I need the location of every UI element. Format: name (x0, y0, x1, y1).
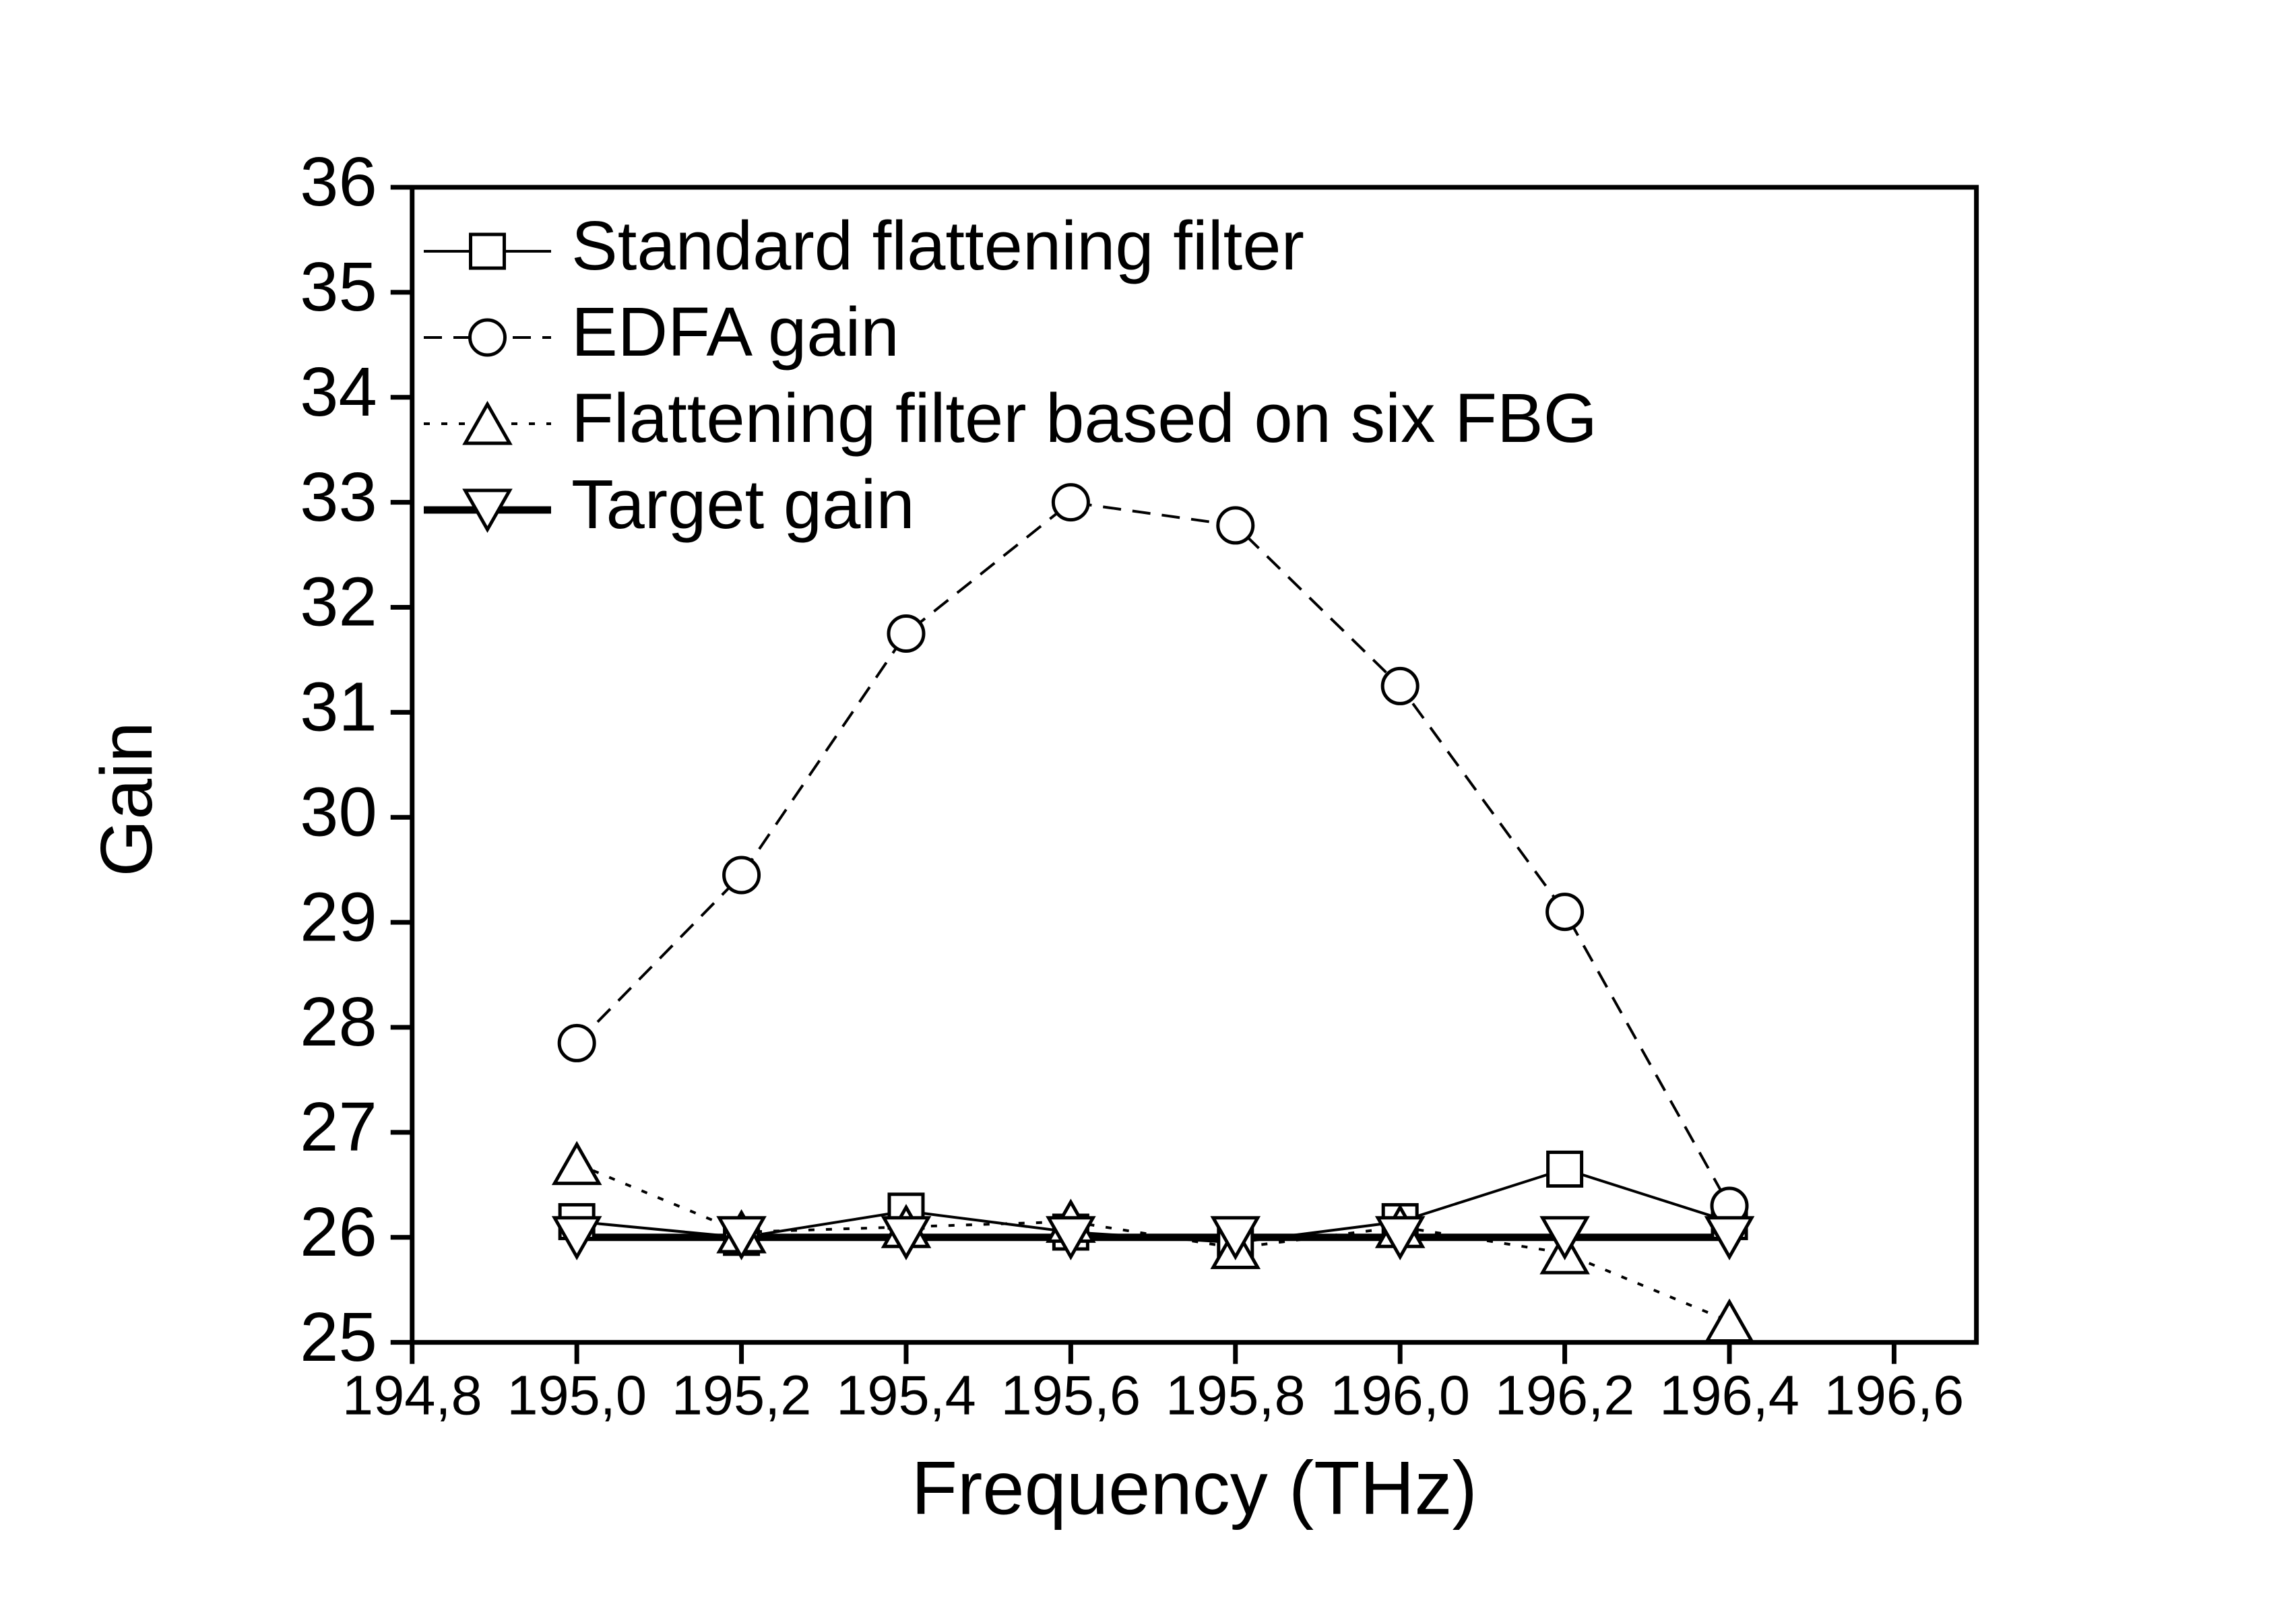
svg-text:34: 34 (300, 353, 377, 430)
svg-text:31: 31 (300, 668, 377, 746)
svg-text:33: 33 (300, 458, 377, 536)
svg-text:195,6: 195,6 (1001, 1364, 1141, 1427)
svg-text:195,4: 195,4 (836, 1364, 976, 1427)
svg-text:EDFA gain: EDFA gain (571, 293, 899, 371)
svg-text:36: 36 (300, 143, 377, 220)
svg-text:26: 26 (300, 1193, 377, 1271)
svg-text:Flattening filter based on six: Flattening filter based on six FBG (571, 379, 1597, 457)
svg-text:Frequency (THz): Frequency (THz) (912, 1446, 1477, 1531)
svg-text:Target gain: Target gain (571, 465, 915, 543)
svg-text:Standard flattening filter: Standard flattening filter (571, 207, 1304, 284)
svg-text:196,6: 196,6 (1824, 1364, 1965, 1427)
svg-text:35: 35 (300, 248, 377, 325)
svg-text:196,0: 196,0 (1330, 1364, 1470, 1427)
svg-text:195,2: 195,2 (672, 1364, 812, 1427)
svg-text:27: 27 (300, 1088, 377, 1165)
svg-text:194,8: 194,8 (342, 1364, 482, 1427)
svg-text:196,4: 196,4 (1659, 1364, 1799, 1427)
svg-text:195,0: 195,0 (507, 1364, 647, 1427)
svg-text:28: 28 (300, 983, 377, 1060)
svg-text:196,2: 196,2 (1495, 1364, 1635, 1427)
svg-text:32: 32 (300, 563, 377, 641)
svg-text:Gain: Gain (86, 721, 168, 876)
svg-text:195,8: 195,8 (1166, 1364, 1306, 1427)
svg-text:30: 30 (300, 773, 377, 850)
svg-text:29: 29 (300, 878, 377, 955)
